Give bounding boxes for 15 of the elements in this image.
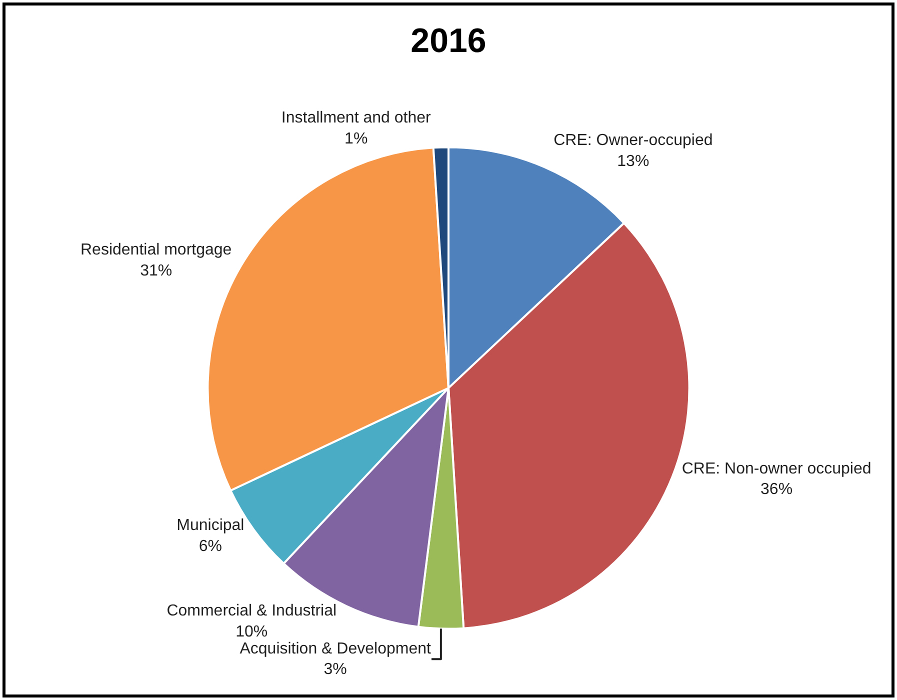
data-label: 1% <box>344 130 368 148</box>
slice-label: Municipal <box>176 517 244 534</box>
slice-label: CRE: Non-owner occupied <box>682 460 872 478</box>
data-label: 36% <box>760 481 793 498</box>
data-label: 3% <box>324 661 347 678</box>
slice-label: CRE: Owner-occupied <box>554 132 713 150</box>
data-label: 31% <box>140 262 172 280</box>
data-label: 6% <box>198 538 222 555</box>
slice-label: Installment and other <box>281 110 432 127</box>
data-label: 10% <box>236 623 268 640</box>
slice-label: Residential mortgage <box>80 242 232 259</box>
slice-label: Commercial & Industrial <box>166 602 337 620</box>
data-label: 13% <box>617 152 650 170</box>
chart-title: 2016 <box>410 22 486 60</box>
slice-label: Acquisition & Development <box>240 640 432 658</box>
